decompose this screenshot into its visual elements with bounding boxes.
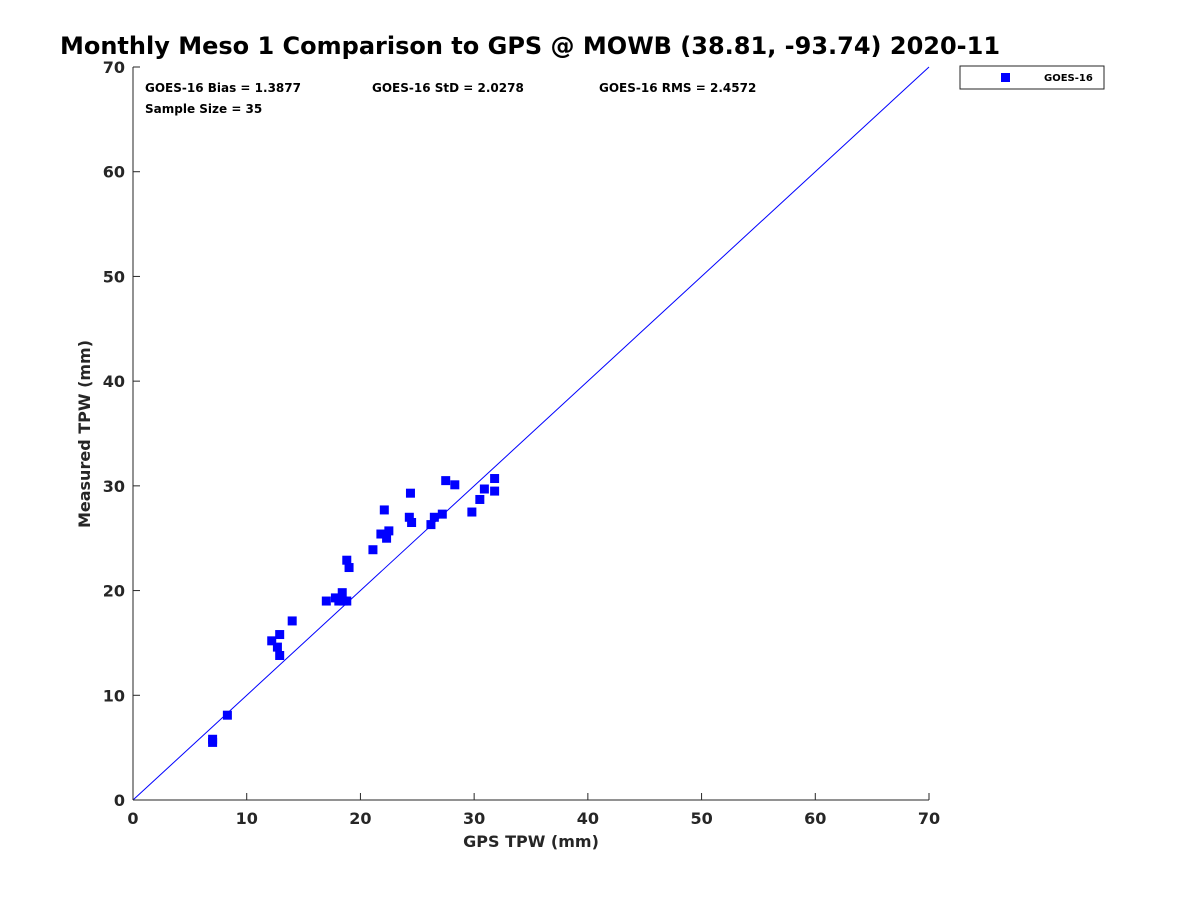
data-point: [404, 512, 414, 522]
data-point: [321, 596, 331, 606]
y-ticks: 0 10 20 30 40 50 60 70: [103, 58, 140, 810]
data-point: [407, 518, 417, 528]
data-point: [275, 630, 285, 640]
data-point: [275, 650, 285, 660]
y-tick-label: 60: [103, 163, 125, 182]
data-point: [344, 563, 354, 573]
data-points: [208, 474, 500, 747]
bias-stat: GOES-16 Bias = 1.3877: [145, 81, 301, 95]
y-tick-label: 10: [103, 686, 125, 705]
data-point: [467, 507, 477, 517]
data-point: [376, 529, 386, 539]
data-point: [222, 710, 232, 720]
data-point: [405, 488, 415, 498]
data-point: [441, 476, 451, 486]
rms-stat: GOES-16 RMS = 2.4572: [599, 81, 756, 95]
data-point: [490, 486, 500, 496]
data-point: [334, 596, 344, 606]
x-tick-label: 50: [690, 809, 712, 828]
data-point: [337, 588, 347, 598]
data-point: [490, 474, 500, 484]
x-tick-label: 0: [127, 809, 138, 828]
x-tick-label: 40: [577, 809, 599, 828]
y-tick-label: 30: [103, 477, 125, 496]
y-tick-label: 0: [114, 791, 125, 810]
y-tick-label: 50: [103, 267, 125, 286]
x-tick-label: 10: [236, 809, 258, 828]
data-point: [450, 480, 460, 490]
x-tick-label: 20: [349, 809, 371, 828]
y-tick-label: 40: [103, 372, 125, 391]
data-point: [437, 509, 447, 519]
data-point: [384, 526, 394, 536]
legend-marker-square-icon: [1001, 73, 1010, 82]
data-point: [475, 494, 485, 504]
y-tick-label: 20: [103, 582, 125, 601]
legend-label: GOES-16: [1044, 73, 1093, 84]
data-point: [287, 616, 297, 626]
y-axis-label: Measured TPW (mm): [75, 340, 94, 528]
legend: GOES-16: [959, 65, 1105, 90]
std-stat: GOES-16 StD = 2.0278: [372, 81, 524, 95]
legend-box: [959, 65, 1105, 90]
x-ticks: 0 10 20 30 40 50 60 70: [127, 793, 940, 828]
data-point: [479, 484, 489, 494]
chart-title: Monthly Meso 1 Comparison to GPS @ MOWB …: [60, 32, 1000, 60]
x-tick-label: 30: [463, 809, 485, 828]
x-tick-label: 60: [804, 809, 826, 828]
data-point: [429, 512, 439, 522]
data-point: [379, 505, 389, 515]
data-point: [342, 596, 352, 606]
data-point: [272, 642, 282, 652]
x-tick-label: 70: [918, 809, 940, 828]
x-axis-label: GPS TPW (mm): [463, 832, 599, 851]
data-point: [426, 520, 436, 530]
data-point: [382, 533, 392, 543]
data-point: [208, 734, 218, 744]
one-to-one-line: [132, 66, 930, 801]
data-point: [342, 555, 352, 565]
plot-area: 0 10 20 30 40 50 60 70 0 10 20 30 40 50 60 70: [103, 58, 940, 828]
data-point: [368, 545, 378, 555]
sample-size-stat: Sample Size = 35: [145, 102, 262, 116]
data-point: [267, 636, 277, 646]
y-tick-label: 70: [103, 58, 125, 77]
